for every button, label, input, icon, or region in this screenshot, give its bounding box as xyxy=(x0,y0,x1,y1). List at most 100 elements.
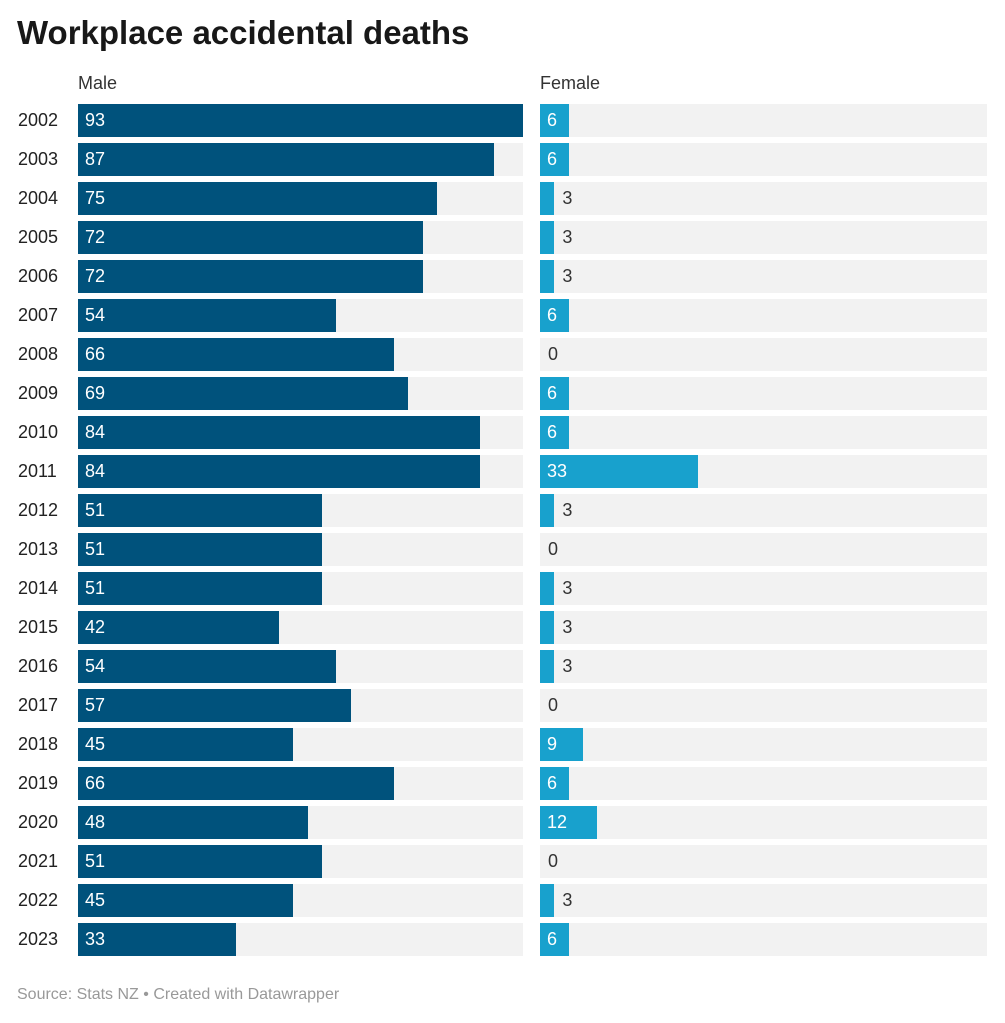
chart-row: 2004 75 3 xyxy=(0,182,1005,215)
chart-row: 2016 54 3 xyxy=(0,650,1005,683)
male-bar xyxy=(78,806,308,839)
female-track: 3 xyxy=(540,650,987,683)
year-label: 2007 xyxy=(18,305,59,325)
female-bar xyxy=(540,143,569,176)
male-bar xyxy=(78,845,323,878)
male-bar xyxy=(78,416,480,449)
year-label: 2008 xyxy=(18,344,59,364)
chart-row: 2009 69 6 xyxy=(0,377,1005,410)
female-value-label: 3 xyxy=(562,656,573,676)
female-value-label: 33 xyxy=(547,461,568,481)
chart-row: 2015 42 3 xyxy=(0,611,1005,644)
female-track: 6 xyxy=(540,377,987,410)
female-value-label: 0 xyxy=(548,851,559,871)
male-track: 72 xyxy=(78,221,523,254)
male-track: 42 xyxy=(78,611,523,644)
female-bar xyxy=(540,416,569,449)
female-track: 6 xyxy=(540,767,987,800)
male-value-label: 54 xyxy=(85,656,106,676)
male-bar xyxy=(78,104,523,137)
female-value-label: 3 xyxy=(562,890,573,910)
female-bar xyxy=(540,884,555,917)
female-value-label: 3 xyxy=(562,266,573,286)
year-label: 2009 xyxy=(18,383,59,403)
female-value-label: 3 xyxy=(562,188,573,208)
male-value-label: 51 xyxy=(85,578,106,598)
male-track: 87 xyxy=(78,143,523,176)
male-track: 51 xyxy=(78,572,523,605)
female-bar xyxy=(540,728,584,761)
year-label: 2019 xyxy=(18,773,59,793)
female-track: 3 xyxy=(540,221,987,254)
chart-row: 2005 72 3 xyxy=(0,221,1005,254)
female-track: 9 xyxy=(540,728,987,761)
chart-row: 2019 66 6 xyxy=(0,767,1005,800)
female-value-label: 6 xyxy=(547,383,558,403)
chart-row: 2014 51 3 xyxy=(0,572,1005,605)
year-label: 2022 xyxy=(18,890,59,910)
male-bar xyxy=(78,143,495,176)
male-value-label: 51 xyxy=(85,500,106,520)
male-track: 69 xyxy=(78,377,523,410)
female-track: 0 xyxy=(540,845,987,878)
year-label: 2017 xyxy=(18,695,59,715)
female-value-label: 12 xyxy=(547,812,568,832)
female-column-label: Female xyxy=(540,73,601,93)
female-value-label: 6 xyxy=(547,773,558,793)
female-track: 33 xyxy=(540,455,987,488)
year-label: 2015 xyxy=(18,617,59,637)
chart-row: 2021 51 0 xyxy=(0,845,1005,878)
male-value-label: 75 xyxy=(85,188,106,208)
year-label: 2023 xyxy=(18,929,59,949)
female-track: 3 xyxy=(540,572,987,605)
year-label: 2011 xyxy=(18,461,57,481)
female-value-label: 3 xyxy=(562,500,573,520)
male-bar xyxy=(78,260,423,293)
male-track: 84 xyxy=(78,416,523,449)
male-track: 51 xyxy=(78,494,523,527)
female-track: 3 xyxy=(540,611,987,644)
male-value-label: 48 xyxy=(85,812,106,832)
male-value-label: 84 xyxy=(85,422,106,442)
male-bar xyxy=(78,923,236,956)
male-value-label: 84 xyxy=(85,461,106,481)
year-label: 2005 xyxy=(18,227,59,247)
male-value-label: 69 xyxy=(85,383,106,403)
female-value-label: 6 xyxy=(547,929,558,949)
male-column-label: Male xyxy=(78,73,118,93)
female-track: 6 xyxy=(540,143,987,176)
female-bar xyxy=(540,494,555,527)
chart-title: Workplace accidental deaths xyxy=(17,14,470,51)
female-track: 6 xyxy=(540,416,987,449)
male-bar xyxy=(78,182,437,215)
female-value-label: 3 xyxy=(562,617,573,637)
male-value-label: 93 xyxy=(85,110,106,130)
chart-row: 2013 51 0 xyxy=(0,533,1005,566)
female-track: 0 xyxy=(540,689,987,722)
male-bar xyxy=(78,650,337,683)
female-track: 3 xyxy=(540,182,987,215)
male-bar xyxy=(78,572,323,605)
male-track: 72 xyxy=(78,260,523,293)
chart-row: 2010 84 6 xyxy=(0,416,1005,449)
chart-row: 2002 93 6 xyxy=(0,104,1005,137)
female-track: 0 xyxy=(540,533,987,566)
female-bar xyxy=(540,455,698,488)
female-bar xyxy=(540,806,598,839)
female-track: 6 xyxy=(540,923,987,956)
year-label: 2014 xyxy=(18,578,59,598)
chart-row: 2007 54 6 xyxy=(0,299,1005,332)
female-bar xyxy=(540,104,569,137)
year-label: 2006 xyxy=(18,266,59,286)
male-value-label: 66 xyxy=(85,773,106,793)
male-track: 33 xyxy=(78,923,523,956)
male-track: 57 xyxy=(78,689,523,722)
female-track: 0 xyxy=(540,338,987,371)
male-bar xyxy=(78,338,394,371)
female-value-label: 6 xyxy=(547,110,558,130)
female-value-label: 3 xyxy=(562,578,573,598)
male-value-label: 51 xyxy=(85,539,106,559)
female-track: 3 xyxy=(540,884,987,917)
male-track: 84 xyxy=(78,455,523,488)
chart-row: 2017 57 0 xyxy=(0,689,1005,722)
